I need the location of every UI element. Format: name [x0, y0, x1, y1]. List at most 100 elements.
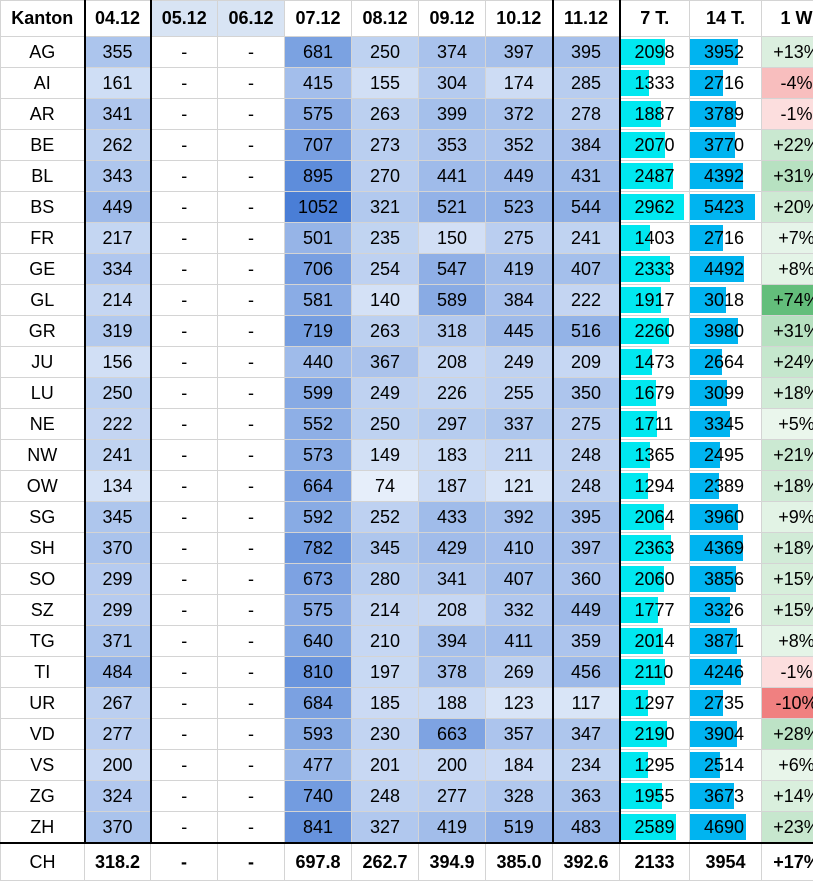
week-change-cell: -4%: [762, 68, 813, 99]
daily-value-cell: -: [151, 595, 218, 626]
daily-value-cell: 250: [352, 37, 419, 68]
kanton-cell: LU: [1, 378, 85, 409]
daily-value-cell: 397: [553, 533, 620, 564]
fourteen-day-cell: 2514: [690, 750, 762, 781]
fourteen-day-cell: 4492: [690, 254, 762, 285]
daily-value-cell: 328: [486, 781, 553, 812]
bar-value: 2664: [704, 352, 744, 372]
daily-value-cell: 347: [553, 719, 620, 750]
bar-value: 1297: [635, 693, 675, 713]
daily-value-cell: 269: [486, 657, 553, 688]
fourteen-day-cell: 2735: [690, 688, 762, 719]
bar-value: 2070: [635, 135, 675, 155]
daily-value-cell: -: [218, 192, 285, 223]
bar-value: 1473: [635, 352, 675, 372]
week-change-cell: +22%: [762, 130, 813, 161]
daily-value-cell: 384: [486, 285, 553, 316]
daily-value-cell: 355: [85, 37, 151, 68]
bar-value: 1365: [635, 445, 675, 465]
daily-value-cell: 134: [85, 471, 151, 502]
seven-day-cell: 2060: [620, 564, 690, 595]
header-date: 10.12: [486, 1, 553, 37]
daily-value-cell: 140: [352, 285, 419, 316]
daily-value-cell: 521: [419, 192, 486, 223]
week-change-cell: +18%: [762, 378, 813, 409]
daily-value-cell: -: [151, 626, 218, 657]
daily-value-cell: 544: [553, 192, 620, 223]
daily-value-cell: 394: [419, 626, 486, 657]
seven-day-cell: 2190: [620, 719, 690, 750]
bar-value: 2716: [704, 228, 744, 248]
bar-value: 1294: [635, 476, 675, 496]
kanton-cell: OW: [1, 471, 85, 502]
daily-value-cell: 599: [285, 378, 352, 409]
bar-value: 2060: [635, 569, 675, 589]
week-change-cell: +31%: [762, 316, 813, 347]
daily-value-cell: -: [218, 595, 285, 626]
kanton-cell: GE: [1, 254, 85, 285]
week-change-cell: +7%: [762, 223, 813, 254]
week-change-cell: +74%: [762, 285, 813, 316]
daily-value-cell: 200: [85, 750, 151, 781]
daily-value-cell: 363: [553, 781, 620, 812]
bar-value: 3980: [704, 321, 744, 341]
daily-value-cell: 378: [419, 657, 486, 688]
daily-value-cell: -: [218, 688, 285, 719]
daily-value-cell: 395: [553, 37, 620, 68]
daily-value-cell: 267: [85, 688, 151, 719]
daily-value-cell: 547: [419, 254, 486, 285]
seven-day-cell: 1333: [620, 68, 690, 99]
daily-value-cell: 214: [85, 285, 151, 316]
daily-value-cell: 395: [553, 502, 620, 533]
bar-value: 2098: [635, 42, 675, 62]
daily-value-cell: 277: [419, 781, 486, 812]
bar-value: 3326: [704, 600, 744, 620]
daily-value-cell: 367: [352, 347, 419, 378]
daily-value-cell: -: [218, 533, 285, 564]
seven-day-cell: 2333: [620, 254, 690, 285]
fourteen-day-cell: 2389: [690, 471, 762, 502]
daily-value-cell: 343: [85, 161, 151, 192]
daily-value-cell: 201: [352, 750, 419, 781]
bar-value: 3952: [704, 42, 744, 62]
header-date: 04.12: [85, 1, 151, 37]
daily-value-cell: 209: [553, 347, 620, 378]
daily-value-cell: -: [151, 533, 218, 564]
daily-value-cell: -: [218, 161, 285, 192]
kanton-cell: BS: [1, 192, 85, 223]
seven-day-cell: 1711: [620, 409, 690, 440]
seven-day-cell: 2962: [620, 192, 690, 223]
fourteen-day-cell: 3980: [690, 316, 762, 347]
kanton-cell: FR: [1, 223, 85, 254]
daily-value-cell: 217: [85, 223, 151, 254]
daily-value-cell: 250: [352, 409, 419, 440]
daily-value-cell: 337: [486, 409, 553, 440]
seven-day-cell: 2260: [620, 316, 690, 347]
daily-value-cell: 431: [553, 161, 620, 192]
seven-day-cell: 1294: [620, 471, 690, 502]
daily-value-cell: 440: [285, 347, 352, 378]
daily-value-cell: -: [218, 812, 285, 844]
daily-value-cell: 187: [419, 471, 486, 502]
bar-value: 2487: [635, 166, 675, 186]
week-change-cell: +24%: [762, 347, 813, 378]
seven-day-cell: 1777: [620, 595, 690, 626]
daily-value-cell: 371: [85, 626, 151, 657]
total-value: -: [151, 843, 218, 881]
daily-value-cell: -: [151, 657, 218, 688]
daily-value-cell: 673: [285, 564, 352, 595]
fourteen-day-cell: 2716: [690, 68, 762, 99]
kanton-cell: SG: [1, 502, 85, 533]
daily-value-cell: 352: [486, 130, 553, 161]
week-change-cell: +8%: [762, 254, 813, 285]
bar-value: 2389: [704, 476, 744, 496]
daily-value-cell: 372: [486, 99, 553, 130]
seven-day-cell: 2070: [620, 130, 690, 161]
daily-value-cell: 399: [419, 99, 486, 130]
fourteen-day-cell: 3789: [690, 99, 762, 130]
